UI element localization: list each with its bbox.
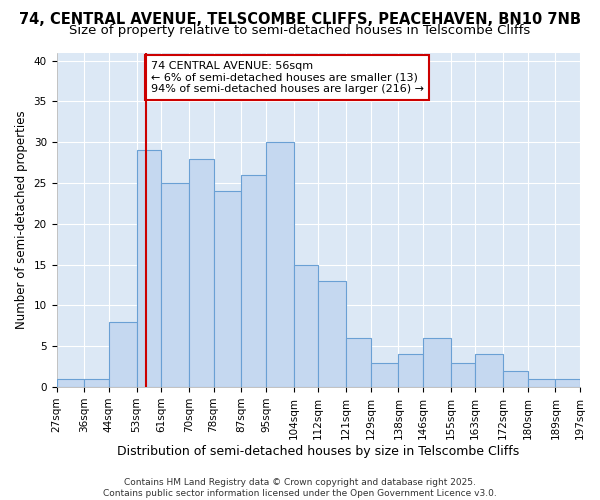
Bar [161,183,189,387]
Bar [137,150,161,387]
Bar [189,158,214,387]
Bar [318,281,346,387]
Bar [293,264,318,387]
Text: 74, CENTRAL AVENUE, TELSCOMBE CLIFFS, PEACEHAVEN, BN10 7NB: 74, CENTRAL AVENUE, TELSCOMBE CLIFFS, PE… [19,12,581,28]
Bar [451,362,475,387]
X-axis label: Distribution of semi-detached houses by size in Telscombe Cliffs: Distribution of semi-detached houses by … [117,444,520,458]
Y-axis label: Number of semi-detached properties: Number of semi-detached properties [15,110,28,329]
Bar [371,362,398,387]
Bar [423,338,451,387]
Bar [556,379,580,387]
Bar [266,142,293,387]
Bar [398,354,423,387]
Bar [84,379,109,387]
Text: 74 CENTRAL AVENUE: 56sqm
← 6% of semi-detached houses are smaller (13)
94% of se: 74 CENTRAL AVENUE: 56sqm ← 6% of semi-de… [151,61,424,94]
Bar [214,191,241,387]
Bar [475,354,503,387]
Bar [109,322,137,387]
Bar [503,371,527,387]
Bar [346,338,371,387]
Bar [56,379,84,387]
Bar [527,379,556,387]
Text: Contains HM Land Registry data © Crown copyright and database right 2025.
Contai: Contains HM Land Registry data © Crown c… [103,478,497,498]
Text: Size of property relative to semi-detached houses in Telscombe Cliffs: Size of property relative to semi-detach… [70,24,530,37]
Bar [241,175,266,387]
